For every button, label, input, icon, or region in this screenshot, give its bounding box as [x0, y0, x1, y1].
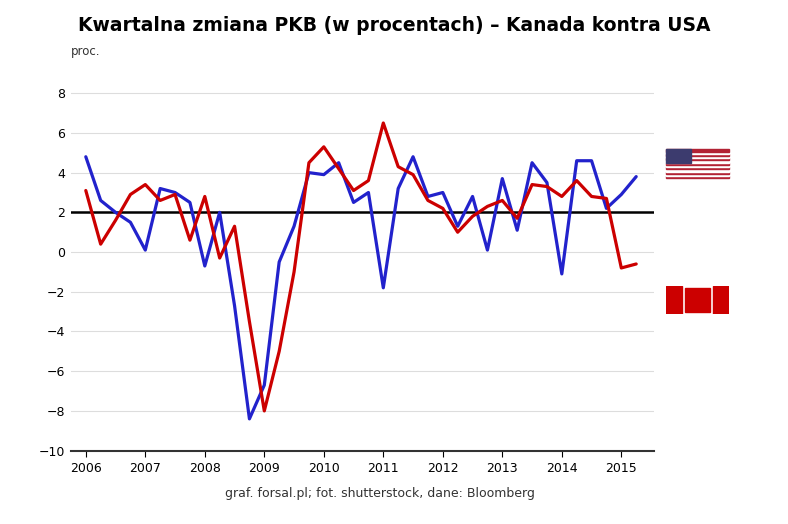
Bar — [666, 154, 729, 156]
Bar — [666, 156, 729, 158]
Bar — [666, 169, 729, 171]
Bar — [666, 165, 729, 167]
Bar — [666, 174, 729, 176]
Bar — [666, 149, 729, 151]
Bar — [666, 162, 729, 165]
Bar — [666, 149, 691, 162]
Bar — [666, 158, 729, 160]
Text: Kwartalna zmiana PKB (w procentach) – Kanada kontra USA: Kwartalna zmiana PKB (w procentach) – Ka… — [78, 16, 710, 35]
Bar — [666, 176, 729, 178]
Bar — [666, 160, 729, 162]
Bar — [685, 288, 710, 311]
Text: førsal.pl: førsal.pl — [50, 487, 104, 500]
Bar — [666, 286, 682, 314]
Text: proc.: proc. — [71, 45, 100, 58]
Bar — [666, 171, 729, 174]
Bar — [666, 167, 729, 169]
Text: graf. forsal.pl; fot. shutterstock, dane: Bloomberg: graf. forsal.pl; fot. shutterstock, dane… — [225, 487, 534, 500]
Bar — [666, 151, 729, 154]
Bar — [713, 286, 729, 314]
